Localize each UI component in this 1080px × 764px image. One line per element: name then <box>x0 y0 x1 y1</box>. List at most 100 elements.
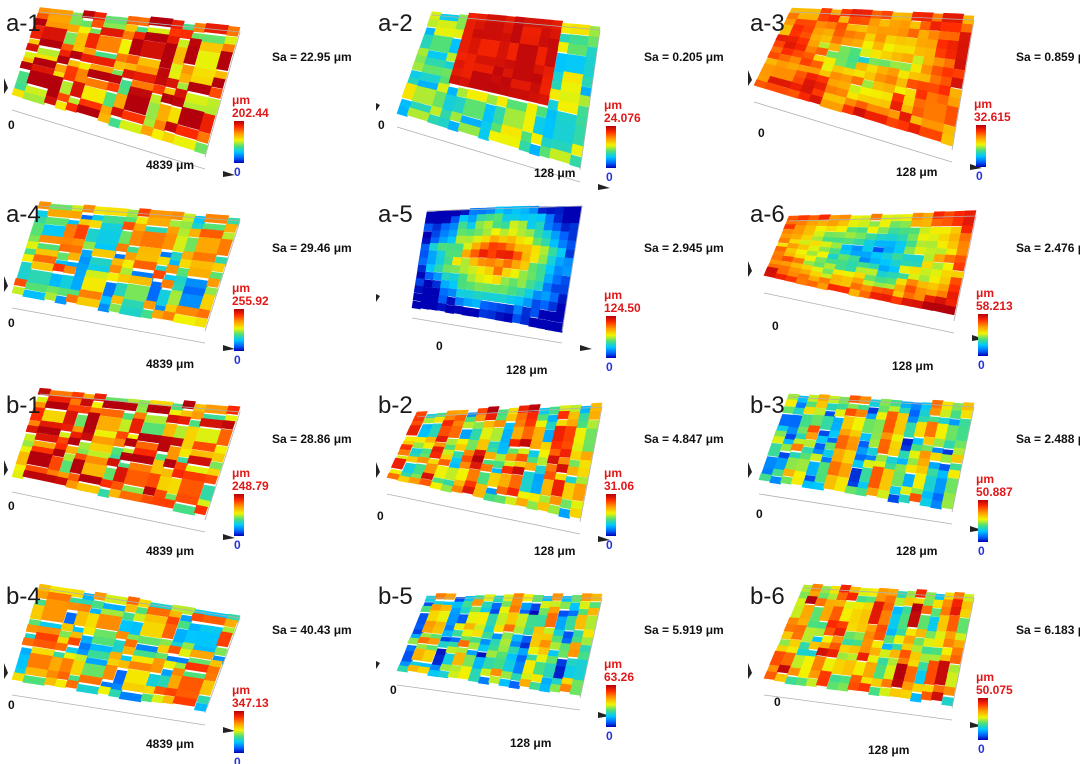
panel-label: b-2 <box>378 392 413 419</box>
x-axis-length-label: 128 μm <box>534 166 576 180</box>
sa-value: Sa = 2.476 μm <box>1016 241 1080 255</box>
surface-plot-a-6 <box>748 210 984 341</box>
panel-a-5: a-5 Sa = 2.945 μm 0 128 μm μm 124.50 0 <box>372 191 732 382</box>
panel-label: a-1 <box>6 10 41 37</box>
colorbar-min-value: 0 <box>606 729 613 743</box>
colorbar-min-value: 0 <box>606 360 613 374</box>
sa-value: Sa = 2.488 μm <box>1016 432 1080 446</box>
panel-label: b-1 <box>6 392 41 419</box>
surface-plot-b-1 <box>4 387 241 540</box>
colorbar-max-value: 58.213 <box>976 299 1013 313</box>
panel-label: b-6 <box>750 583 785 610</box>
colorbar-unit: μm <box>232 466 251 480</box>
colorbar-gradient <box>978 314 988 356</box>
x-axis-length-label: 128 μm <box>896 544 938 558</box>
surface-plot-a-3 <box>748 7 982 170</box>
x-axis-length-label: 128 μm <box>506 363 548 377</box>
x-axis-length-label: 128 μm <box>510 736 552 750</box>
axis-origin-label: 0 <box>390 683 397 697</box>
sa-value: Sa = 5.919 μm <box>644 623 724 637</box>
sa-value: Sa = 6.183 μm <box>1016 623 1080 637</box>
x-axis-length-label: 128 μm <box>868 743 910 757</box>
colorbar-min-value: 0 <box>234 165 241 179</box>
panel-label: a-4 <box>6 201 41 228</box>
colorbar-gradient <box>978 698 988 740</box>
colorbar-unit: μm <box>232 281 251 295</box>
colorbar-max-value: 124.50 <box>604 301 641 315</box>
colorbar-max-value: 347.13 <box>232 696 269 710</box>
axis-origin-label: 0 <box>756 507 763 521</box>
colorbar-max-value: 31.06 <box>604 479 635 493</box>
axis-origin-label: 0 <box>758 126 765 140</box>
panel-a-1: a-1 Sa = 22.95 μm 0 4839 μm μm 202.44 0 <box>0 0 360 191</box>
colorbar-min-value: 0 <box>606 538 613 552</box>
colorbar-min-value: 0 <box>978 544 985 558</box>
colorbar-unit: μm <box>604 466 623 480</box>
surface-plot-b-3 <box>748 393 982 532</box>
colorbar-gradient <box>234 121 244 163</box>
surface-plot-b-4 <box>4 583 241 733</box>
surface-plot-a-4 <box>4 201 241 351</box>
colorbar-gradient <box>234 309 244 351</box>
axis-origin-label: 0 <box>774 695 781 709</box>
colorbar-gradient <box>234 494 244 536</box>
axis-origin-label: 0 <box>8 118 15 132</box>
panel-label: b-5 <box>378 583 413 610</box>
x-axis-length-label: 4839 μm <box>146 737 195 751</box>
panel-label: b-4 <box>6 583 41 610</box>
sa-value: Sa = 40.43 μm <box>272 623 352 637</box>
x-axis-length-label: 4839 μm <box>146 357 195 371</box>
colorbar-unit: μm <box>604 657 623 671</box>
axis-origin-label: 0 <box>378 118 385 132</box>
sa-value: Sa = 0.859 μm <box>1016 50 1080 64</box>
colorbar-max-value: 50.075 <box>976 683 1013 697</box>
colorbar-gradient <box>606 126 616 168</box>
colorbar-min-value: 0 <box>976 169 983 183</box>
x-axis-length-label: 4839 μm <box>146 544 195 558</box>
axis-origin-label: 0 <box>8 499 15 513</box>
panel-label: b-3 <box>750 392 785 419</box>
surface-plot-b-6 <box>748 583 982 728</box>
axis-origin-label: 0 <box>436 339 443 353</box>
x-axis-length-label: 128 μm <box>896 165 938 179</box>
colorbar-min-value: 0 <box>234 353 241 367</box>
colorbar-unit: μm <box>976 286 995 300</box>
colorbar-unit: μm <box>604 98 623 112</box>
colorbar-unit: μm <box>232 93 251 107</box>
sa-value: Sa = 0.205 μm <box>644 50 724 64</box>
sa-value: Sa = 29.46 μm <box>272 241 352 255</box>
panel-a-4: a-4 Sa = 29.46 μm 0 4839 μm μm 255.92 0 <box>0 191 360 382</box>
panel-b-2: b-2 Sa = 4.847 μm 0 128 μm μm 31.06 0 <box>372 382 732 573</box>
colorbar-max-value: 202.44 <box>232 106 269 120</box>
colorbar-gradient <box>978 500 988 542</box>
colorbar-max-value: 24.076 <box>604 111 641 125</box>
colorbar-max-value: 255.92 <box>232 294 269 308</box>
x-axis-length-label: 4839 μm <box>146 158 195 172</box>
sa-value: Sa = 22.95 μm <box>272 50 352 64</box>
colorbar-gradient <box>606 494 616 536</box>
x-axis-length-label: 128 μm <box>892 359 934 373</box>
colorbar-min-value: 0 <box>606 170 613 184</box>
colorbar-unit: μm <box>604 288 623 302</box>
colorbar-min-value: 0 <box>234 538 241 552</box>
colorbar-max-value: 50.887 <box>976 485 1013 499</box>
sa-value: Sa = 28.86 μm <box>272 432 352 446</box>
surface-plot-a-2 <box>376 11 610 190</box>
x-axis-length-label: 128 μm <box>534 544 576 558</box>
panel-label: a-3 <box>750 10 785 37</box>
colorbar-min-value: 0 <box>978 358 985 372</box>
sa-value: Sa = 4.847 μm <box>644 432 724 446</box>
colorbar-min-value: 0 <box>234 755 241 764</box>
colorbar-unit: μm <box>232 683 251 697</box>
axis-origin-label: 0 <box>377 509 384 523</box>
colorbar-max-value: 32.615 <box>974 110 1011 124</box>
colorbar-gradient <box>976 125 986 167</box>
surface-plot-b-2 <box>376 402 610 542</box>
colorbar-min-value: 0 <box>978 742 985 756</box>
surface-plot-a-5 <box>376 205 592 351</box>
colorbar-unit: μm <box>976 472 995 486</box>
panel-label: a-2 <box>378 10 413 37</box>
